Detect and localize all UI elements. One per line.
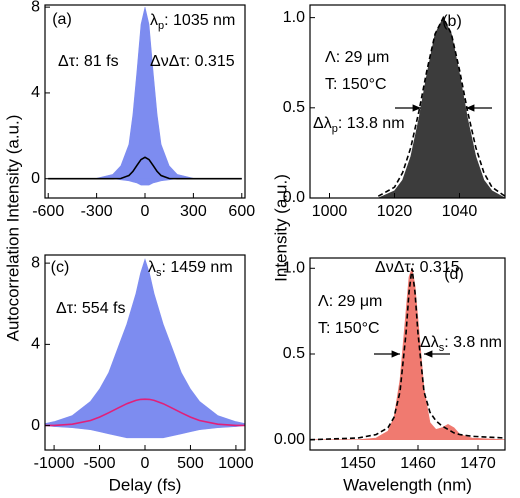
x-axis-label: Wavelength (nm) <box>343 475 472 494</box>
annotation-subscript: s <box>156 267 162 279</box>
x-tick-label: -500 <box>84 455 116 472</box>
x-tick-label: 500 <box>177 455 204 472</box>
annotation: Δλs: 3.8 nm <box>420 334 502 354</box>
annotation-subscript: p <box>158 20 164 32</box>
annotation: ΔνΔτ: 0.315 <box>150 53 235 70</box>
annotation: Δτ: 81 fs <box>58 53 119 70</box>
annotation: λs: 1459 nm <box>148 259 233 279</box>
x-tick-label: 1000 <box>312 203 348 220</box>
x-tick-label: 600 <box>228 203 255 220</box>
annotation-subscript: s <box>439 342 445 354</box>
x-tick-label: 1470 <box>460 455 496 472</box>
area <box>45 425 245 439</box>
area <box>45 258 245 426</box>
panel-label: (b) <box>442 13 462 30</box>
x-tick-label: 1000 <box>218 455 254 472</box>
y-tick-label: 1.0 <box>283 260 305 277</box>
axes-frame <box>309 4 506 199</box>
x-tick-label: 1020 <box>377 203 413 220</box>
panel-label: (c) <box>51 259 70 276</box>
annotation: T: 150°C <box>325 76 387 93</box>
annotation-value: : 1035 nm <box>164 12 235 29</box>
x-tick-label: -300 <box>81 203 113 220</box>
x-tick-label: 0 <box>141 203 150 220</box>
x-tick-label: 0 <box>141 455 150 472</box>
area <box>378 16 505 198</box>
x-axis-label: Delay (fs) <box>109 475 182 494</box>
area <box>48 7 242 179</box>
y-tick-label: 0.5 <box>283 345 305 362</box>
x-tick-label: 1040 <box>442 203 478 220</box>
x-tick-label: 1450 <box>340 455 376 472</box>
y-tick-label: 0.5 <box>283 99 305 116</box>
y-tick-label: 8 <box>31 254 40 271</box>
annotation-value: : 13.8 nm <box>338 115 405 132</box>
x-tick-label: -1000 <box>34 455 75 472</box>
x-tick-label: 1460 <box>400 455 436 472</box>
curve <box>377 15 505 197</box>
annotation-symbol: Δλ <box>420 334 439 351</box>
y-axis-label: Autocorrelation Intensity (a.u.) <box>3 115 22 342</box>
annotation-symbol: λ <box>150 12 158 29</box>
annotation-value: : 1459 nm <box>162 259 233 276</box>
y-tick-label: 0 <box>31 170 40 187</box>
x-tick-label: 300 <box>180 203 207 220</box>
panel-label: (a) <box>52 11 72 28</box>
annotation: Λ: 29 μm <box>325 49 389 66</box>
annotation-subscript: p <box>332 123 338 135</box>
y-tick-label: 0 <box>31 417 40 434</box>
area <box>310 267 505 440</box>
annotation-value: : 3.8 nm <box>444 334 502 351</box>
x-tick-label: -600 <box>32 203 64 220</box>
y-axis-label: Intensity (a.u.) <box>271 174 290 282</box>
annotation: λp: 1035 nm <box>150 12 235 32</box>
annotation: Δλp: 13.8 nm <box>313 115 405 135</box>
y-tick-label: 1.0 <box>283 9 305 26</box>
curve <box>45 398 245 427</box>
y-tick-label: 4 <box>31 84 40 101</box>
curve <box>48 156 242 180</box>
panel-label: (d) <box>444 266 464 283</box>
curve <box>310 268 505 441</box>
y-tick-label: 0.0 <box>283 189 305 206</box>
y-tick-label: 0.00 <box>274 431 305 448</box>
annotation: ΔνΔτ: 0.315 <box>375 259 460 276</box>
annotation: T: 150°C <box>318 320 380 337</box>
y-tick-label: 8 <box>31 0 40 15</box>
y-tick-label: 4 <box>31 336 40 353</box>
annotation: Δτ: 554 fs <box>56 300 125 317</box>
annotation-symbol: λ <box>148 259 156 276</box>
annotation-symbol: Δλ <box>313 115 332 132</box>
annotation: Λ: 29 μm <box>318 293 382 310</box>
area <box>48 178 242 186</box>
